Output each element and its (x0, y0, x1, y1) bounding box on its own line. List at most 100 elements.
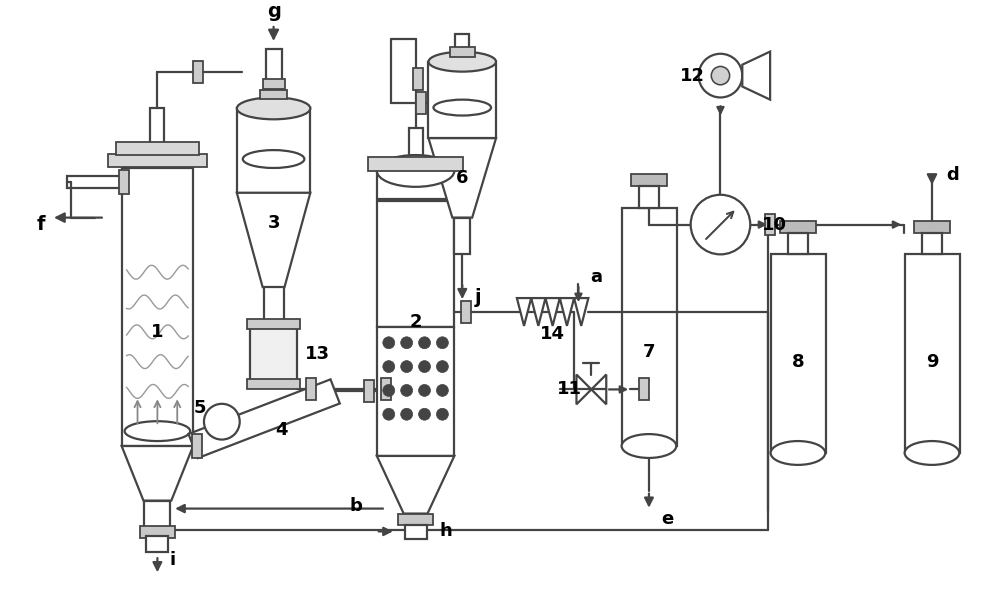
Bar (428, 62, 496, 138)
Bar (377, 171, 454, 199)
Bar (771, 254, 826, 453)
Text: 10: 10 (762, 216, 787, 234)
Ellipse shape (622, 434, 676, 458)
Bar (409, 128, 423, 158)
Bar (140, 527, 175, 538)
Bar (780, 221, 816, 232)
Bar (461, 301, 471, 323)
Text: f: f (37, 215, 45, 234)
Circle shape (419, 361, 430, 372)
Bar (260, 90, 287, 100)
Bar (416, 93, 426, 114)
Bar (905, 254, 960, 453)
Circle shape (204, 404, 240, 439)
Ellipse shape (377, 155, 454, 187)
Bar (377, 201, 454, 327)
Bar (144, 500, 170, 528)
Bar (377, 327, 454, 456)
Text: 11: 11 (557, 381, 582, 398)
Text: j: j (475, 288, 481, 307)
Text: 12: 12 (680, 66, 705, 85)
Polygon shape (591, 375, 606, 404)
Bar (266, 49, 282, 110)
Bar (192, 434, 202, 458)
Polygon shape (377, 456, 454, 514)
Bar (413, 68, 423, 90)
Circle shape (436, 384, 448, 396)
Bar (788, 232, 808, 254)
Circle shape (699, 54, 742, 97)
Circle shape (436, 361, 448, 372)
Bar (193, 60, 203, 82)
Bar (237, 109, 310, 193)
Text: i: i (169, 551, 175, 569)
Circle shape (383, 384, 395, 396)
Ellipse shape (237, 97, 310, 119)
Bar (146, 537, 168, 552)
Text: 2: 2 (409, 313, 422, 331)
Ellipse shape (428, 52, 496, 72)
Text: 8: 8 (792, 353, 804, 371)
Bar (450, 47, 475, 57)
Bar (122, 168, 193, 446)
Bar (250, 327, 297, 381)
Text: 9: 9 (926, 353, 938, 371)
Text: 7: 7 (643, 343, 655, 361)
Bar (639, 378, 649, 400)
Text: 4: 4 (275, 421, 287, 439)
Polygon shape (428, 138, 496, 218)
Text: b: b (350, 496, 362, 515)
Bar (247, 319, 300, 329)
Text: 6: 6 (456, 169, 469, 187)
Circle shape (419, 409, 430, 420)
Bar (264, 287, 284, 327)
Bar (116, 142, 199, 155)
Ellipse shape (771, 441, 825, 465)
Circle shape (401, 337, 413, 349)
Circle shape (436, 337, 448, 349)
Bar (306, 378, 316, 400)
Circle shape (401, 409, 413, 420)
Circle shape (401, 384, 413, 396)
Text: 13: 13 (305, 345, 330, 363)
Text: a: a (590, 268, 602, 286)
Ellipse shape (905, 441, 959, 465)
Polygon shape (742, 52, 770, 100)
Circle shape (383, 337, 395, 349)
Bar (622, 208, 677, 446)
Circle shape (691, 195, 750, 254)
Polygon shape (189, 380, 340, 458)
Bar (108, 154, 207, 167)
Polygon shape (122, 446, 193, 500)
Bar (914, 221, 950, 232)
Circle shape (383, 361, 395, 372)
Circle shape (383, 409, 395, 420)
Text: 1: 1 (151, 323, 164, 341)
Bar (119, 170, 129, 194)
Text: d: d (946, 166, 959, 184)
Polygon shape (237, 193, 310, 287)
Bar (247, 380, 300, 390)
Bar (67, 176, 124, 188)
Bar (454, 218, 470, 254)
Bar (765, 213, 775, 235)
Circle shape (436, 409, 448, 420)
Bar (405, 525, 427, 540)
Bar (364, 381, 374, 402)
Bar (455, 34, 469, 63)
Circle shape (401, 361, 413, 372)
Bar (398, 514, 433, 525)
Bar (150, 109, 164, 144)
Text: e: e (661, 509, 673, 528)
Circle shape (419, 337, 430, 349)
Text: 5: 5 (194, 399, 206, 417)
Circle shape (711, 66, 730, 85)
Text: g: g (267, 2, 281, 21)
Bar (922, 232, 942, 254)
Bar (263, 79, 285, 88)
Bar (639, 186, 659, 208)
Text: 3: 3 (267, 213, 280, 232)
Circle shape (419, 384, 430, 396)
Bar (631, 174, 667, 186)
Bar (368, 157, 463, 171)
